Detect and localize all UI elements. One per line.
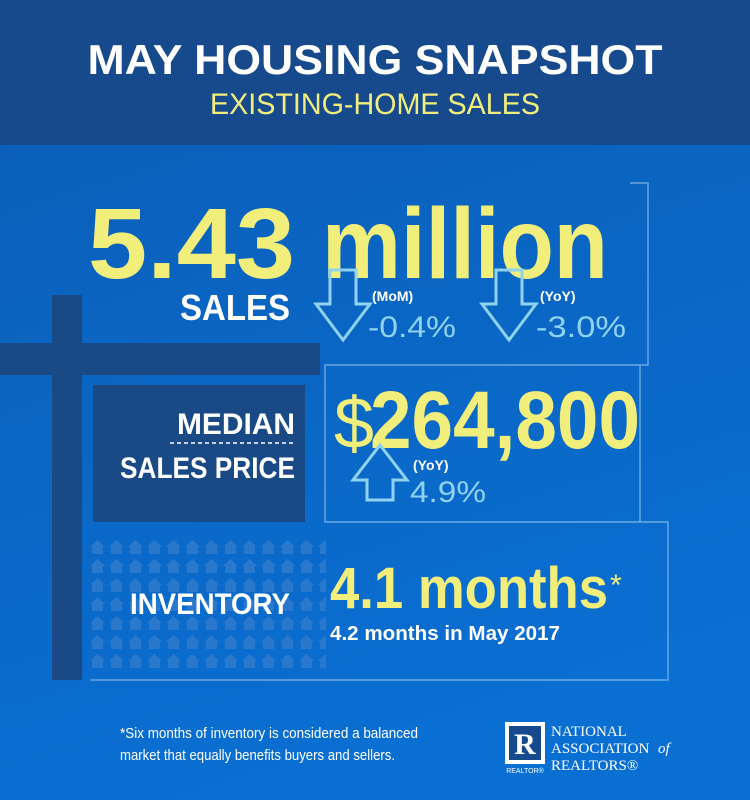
inventory-note: 4.2 months in May 2017 — [330, 623, 560, 645]
sales-value: 5.43 — [88, 188, 295, 300]
logo-line: NATIONAL — [551, 724, 627, 740]
change-value: -3.0% — [536, 311, 626, 344]
change-value: 4.9% — [410, 476, 486, 509]
inventory-label: INVENTORY — [130, 588, 290, 621]
price-label-box — [93, 385, 305, 522]
title: MAY HOUSING SNAPSHOT — [88, 36, 663, 83]
price-label-line: SALES PRICE — [120, 452, 295, 485]
sales-label: SALES — [180, 287, 290, 328]
change-period: (YoY) — [413, 457, 449, 473]
footnote-line: market that equally benefits buyers and … — [120, 747, 395, 764]
down-arrow — [479, 268, 539, 343]
logo-mark: R — [514, 728, 536, 761]
sales-frame — [324, 182, 649, 523]
footnote-line: *Six months of inventory is considered a… — [120, 725, 418, 742]
down-arrow — [313, 268, 373, 343]
house-pattern — [88, 538, 326, 672]
change-value: -0.4% — [368, 311, 456, 344]
price-value: 264,800 — [370, 375, 640, 466]
change-period: (MoM) — [372, 288, 413, 304]
logo-line: ASSOCIATION — [551, 741, 650, 757]
change-period: (YoY) — [540, 288, 576, 304]
logo-tag: REALTOR® — [506, 767, 544, 775]
sign-arm — [0, 343, 320, 375]
price-label-line: MEDIAN — [177, 408, 295, 441]
up-arrow — [349, 442, 411, 502]
sales-unit: million — [322, 188, 608, 300]
header-band — [0, 0, 750, 145]
asterisk: * — [610, 569, 622, 602]
inventory-value: 4.1 months — [330, 556, 608, 621]
logo-line: of — [658, 741, 672, 757]
logo-inner — [509, 726, 541, 760]
subtitle: EXISTING-HOME SALES — [210, 88, 540, 121]
inventory-frame — [90, 365, 669, 681]
logo-line: REALTORS® — [551, 758, 638, 774]
price-currency: $ — [334, 384, 374, 464]
